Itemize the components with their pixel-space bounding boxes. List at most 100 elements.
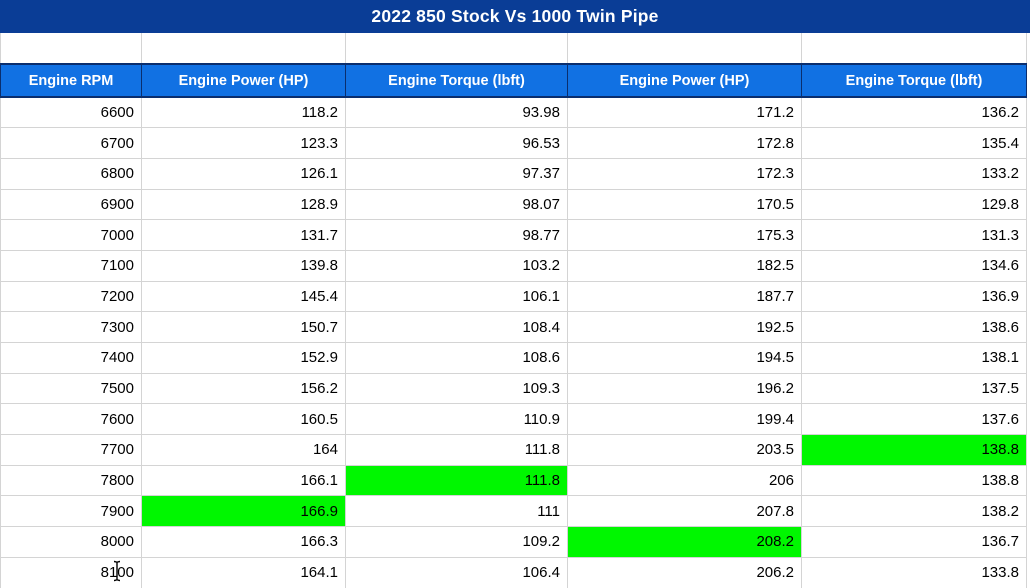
page-title: 2022 850 Stock Vs 1000 Twin Pipe bbox=[371, 6, 659, 26]
cell-value[interactable]: 109.3 bbox=[345, 372, 568, 405]
cell-value[interactable]: 196.2 bbox=[567, 372, 802, 405]
cell-rpm[interactable]: 7400 bbox=[0, 342, 142, 374]
title-bar: 2022 850 Stock Vs 1000 Twin Pipe bbox=[0, 0, 1030, 33]
cell-value[interactable]: 164 bbox=[141, 434, 346, 466]
cell-value[interactable]: 136.7 bbox=[801, 526, 1027, 558]
cell-value[interactable]: 138.8 bbox=[801, 434, 1027, 466]
table-row: 6600 118.2 93.98 171.2 136.2 bbox=[0, 96, 1027, 129]
empty-cell[interactable] bbox=[0, 33, 142, 64]
cell-value[interactable]: 97.37 bbox=[345, 157, 568, 190]
cell-rpm[interactable]: 7200 bbox=[0, 280, 142, 313]
cell-rpm[interactable]: 8000 bbox=[0, 526, 142, 558]
cell-value[interactable]: 129.8 bbox=[801, 188, 1027, 221]
table-row: 7100 139.8 103.2 182.5 134.6 bbox=[0, 249, 1027, 282]
table-row: 8100 164.1 106.4 206.2 133.8 bbox=[0, 556, 1027, 588]
cell-value[interactable]: 156.2 bbox=[141, 372, 346, 405]
cell-value[interactable]: 134.6 bbox=[801, 249, 1027, 282]
cell-value[interactable]: 206.2 bbox=[567, 556, 802, 588]
cell-value[interactable]: 98.77 bbox=[345, 219, 568, 251]
cell-value[interactable]: 160.5 bbox=[141, 403, 346, 436]
cell-value[interactable]: 166.9 bbox=[141, 495, 346, 528]
cell-value[interactable]: 138.6 bbox=[801, 311, 1027, 343]
cell-value[interactable]: 133.2 bbox=[801, 157, 1027, 190]
table-row: 7200 145.4 106.1 187.7 136.9 bbox=[0, 280, 1027, 313]
cell-rpm[interactable]: 7700 bbox=[0, 434, 142, 466]
cell-value[interactable]: 170.5 bbox=[567, 188, 802, 221]
cell-value[interactable]: 111 bbox=[345, 495, 568, 528]
cell-value[interactable]: 118.2 bbox=[141, 96, 346, 129]
header-cell-4[interactable]: Engine Torque (lbft) bbox=[801, 63, 1027, 98]
cell-value[interactable]: 135.4 bbox=[801, 127, 1027, 159]
cell-value[interactable]: 138.2 bbox=[801, 495, 1027, 528]
cell-value[interactable]: 137.6 bbox=[801, 403, 1027, 436]
cell-value[interactable]: 136.9 bbox=[801, 280, 1027, 313]
cell-value[interactable]: 131.7 bbox=[141, 219, 346, 251]
cell-value[interactable]: 138.8 bbox=[801, 464, 1027, 497]
cell-rpm[interactable]: 8100 bbox=[0, 556, 142, 588]
cell-rpm[interactable]: 6600 bbox=[0, 96, 142, 129]
empty-cell[interactable] bbox=[567, 33, 802, 64]
cell-value[interactable]: 131.3 bbox=[801, 219, 1027, 251]
cell-value[interactable]: 199.4 bbox=[567, 403, 802, 436]
data-table: Engine RPM Engine Power (HP) Engine Torque… bbox=[0, 33, 1027, 588]
cell-rpm[interactable]: 6900 bbox=[0, 188, 142, 221]
cell-value[interactable]: 93.98 bbox=[345, 96, 568, 129]
cell-value[interactable]: 150.7 bbox=[141, 311, 346, 343]
cell-value[interactable]: 106.4 bbox=[345, 556, 568, 588]
cell-value[interactable]: 152.9 bbox=[141, 342, 346, 374]
header-cell-3[interactable]: Engine Power (HP) bbox=[567, 63, 802, 98]
cell-rpm[interactable]: 7500 bbox=[0, 372, 142, 405]
cell-value[interactable]: 109.2 bbox=[345, 526, 568, 558]
cell-value[interactable]: 166.3 bbox=[141, 526, 346, 558]
header-cell-0[interactable]: Engine RPM bbox=[0, 63, 142, 98]
header-row: Engine RPM Engine Power (HP) Engine Torque… bbox=[0, 63, 1027, 98]
cell-value[interactable]: 126.1 bbox=[141, 157, 346, 190]
cell-value[interactable]: 207.8 bbox=[567, 495, 802, 528]
empty-cell[interactable] bbox=[801, 33, 1027, 64]
header-cell-2[interactable]: Engine Torque (lbft) bbox=[345, 63, 568, 98]
header-cell-1[interactable]: Engine Power (HP) bbox=[141, 63, 346, 98]
cell-rpm[interactable]: 6700 bbox=[0, 127, 142, 159]
table-row: 7700 164 111.8 203.5 138.8 bbox=[0, 434, 1027, 466]
empty-cell[interactable] bbox=[345, 33, 568, 64]
cell-value[interactable]: 172.8 bbox=[567, 127, 802, 159]
cell-value[interactable]: 133.8 bbox=[801, 556, 1027, 588]
cell-value[interactable]: 106.1 bbox=[345, 280, 568, 313]
cell-value[interactable]: 172.3 bbox=[567, 157, 802, 190]
cell-value[interactable]: 128.9 bbox=[141, 188, 346, 221]
cell-value[interactable]: 96.53 bbox=[345, 127, 568, 159]
cell-value[interactable]: 138.1 bbox=[801, 342, 1027, 374]
cell-rpm[interactable]: 6800 bbox=[0, 157, 142, 190]
cell-rpm[interactable]: 7300 bbox=[0, 311, 142, 343]
cell-value[interactable]: 171.2 bbox=[567, 96, 802, 129]
cell-rpm[interactable]: 7800 bbox=[0, 464, 142, 497]
cell-value[interactable]: 182.5 bbox=[567, 249, 802, 282]
cell-value[interactable]: 98.07 bbox=[345, 188, 568, 221]
cell-value[interactable]: 108.6 bbox=[345, 342, 568, 374]
cell-value[interactable]: 103.2 bbox=[345, 249, 568, 282]
empty-cell[interactable] bbox=[141, 33, 346, 64]
cell-value[interactable]: 203.5 bbox=[567, 434, 802, 466]
cell-rpm[interactable]: 7100 bbox=[0, 249, 142, 282]
table-row: 7000 131.7 98.77 175.3 131.3 bbox=[0, 219, 1027, 251]
cell-value[interactable]: 110.9 bbox=[345, 403, 568, 436]
cell-rpm[interactable]: 7900 bbox=[0, 495, 142, 528]
cell-value[interactable]: 137.5 bbox=[801, 372, 1027, 405]
cell-value[interactable]: 108.4 bbox=[345, 311, 568, 343]
cell-value[interactable]: 192.5 bbox=[567, 311, 802, 343]
cell-value[interactable]: 194.5 bbox=[567, 342, 802, 374]
cell-rpm[interactable]: 7600 bbox=[0, 403, 142, 436]
cell-value[interactable]: 187.7 bbox=[567, 280, 802, 313]
cell-value[interactable]: 123.3 bbox=[141, 127, 346, 159]
cell-value[interactable]: 111.8 bbox=[345, 434, 568, 466]
cell-value[interactable]: 139.8 bbox=[141, 249, 346, 282]
cell-value[interactable]: 175.3 bbox=[567, 219, 802, 251]
cell-value[interactable]: 111.8 bbox=[345, 464, 568, 497]
cell-value[interactable]: 145.4 bbox=[141, 280, 346, 313]
cell-value[interactable]: 208.2 bbox=[567, 526, 802, 558]
cell-value[interactable]: 136.2 bbox=[801, 96, 1027, 129]
cell-value[interactable]: 166.1 bbox=[141, 464, 346, 497]
cell-value[interactable]: 206 bbox=[567, 464, 802, 497]
cell-value[interactable]: 164.1 bbox=[141, 556, 346, 588]
cell-rpm[interactable]: 7000 bbox=[0, 219, 142, 251]
